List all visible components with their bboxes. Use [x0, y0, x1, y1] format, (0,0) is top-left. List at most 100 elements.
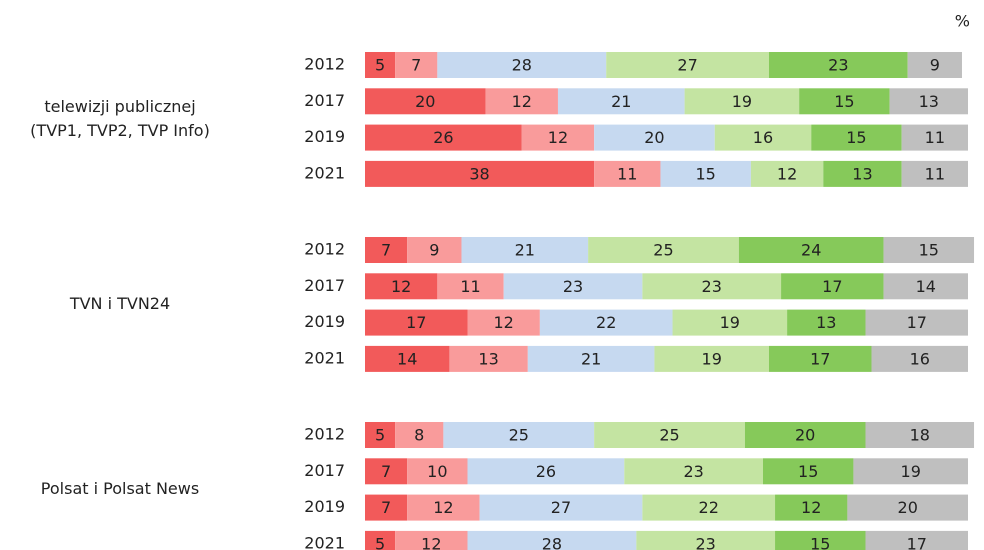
bar-segment [395, 530, 468, 550]
value-label: 15 [834, 92, 854, 111]
year-label: 2017 [304, 276, 345, 295]
bar-segment [775, 530, 866, 550]
value-label: 23 [828, 56, 848, 75]
bar-segment [539, 309, 673, 336]
bar-segment [594, 422, 745, 448]
value-label: 38 [469, 164, 489, 183]
bar-segment [479, 494, 643, 521]
bar-segment [823, 160, 902, 187]
value-label: 9 [930, 56, 940, 75]
value-label: 12 [391, 277, 411, 296]
value-label: 7 [381, 498, 391, 517]
bar-segment [365, 88, 486, 115]
value-label: 12 [548, 128, 568, 147]
value-label: 12 [512, 92, 532, 111]
value-label: 23 [696, 534, 716, 550]
bar-segment [672, 309, 788, 336]
bar-segment [467, 309, 540, 336]
value-label: 13 [816, 313, 836, 332]
bar-segment [449, 345, 528, 372]
value-label: 21 [581, 349, 601, 368]
bar-segment [437, 273, 504, 300]
group-label: Polsat i Polsat News [41, 479, 199, 498]
value-label: 20 [795, 426, 815, 445]
bar-segment [744, 422, 866, 448]
value-label: 19 [732, 92, 752, 111]
value-label: 7 [381, 462, 391, 481]
value-label: 27 [677, 56, 697, 75]
year-label: 2017 [304, 461, 345, 480]
bar-segment [365, 458, 408, 485]
value-label: 15 [798, 462, 818, 481]
value-label: 15 [919, 241, 939, 260]
year-label: 2019 [304, 127, 345, 146]
year-label: 2021 [304, 348, 345, 367]
bar-segment [883, 237, 975, 263]
value-label: 16 [910, 349, 930, 368]
value-label: 5 [375, 426, 385, 445]
bar-segment [871, 345, 968, 372]
value-label: 10 [427, 462, 447, 481]
bar-segment [660, 160, 751, 187]
bar-segment [395, 52, 438, 78]
value-label: 11 [617, 164, 637, 183]
bar-segment [407, 458, 468, 485]
bar-segment [889, 88, 968, 115]
year-label: 2019 [304, 497, 345, 516]
value-label: 13 [478, 349, 498, 368]
bar-segment [594, 160, 661, 187]
bar-segment [642, 273, 782, 300]
value-label: 26 [536, 462, 556, 481]
value-label: 19 [702, 349, 722, 368]
value-label: 25 [653, 241, 673, 260]
value-label: 20 [898, 498, 918, 517]
bar-segment [762, 458, 854, 485]
value-label: 17 [907, 534, 927, 550]
value-label: 18 [910, 426, 930, 445]
bar-segment [781, 273, 884, 300]
bar-segment [588, 237, 739, 263]
bar-segment [407, 494, 480, 521]
value-label: 12 [801, 498, 821, 517]
year-label: 2019 [304, 312, 345, 331]
group-label: TVN i TVN24 [69, 294, 170, 313]
value-label: 13 [852, 164, 872, 183]
value-label: 27 [551, 498, 571, 517]
value-label: 12 [494, 313, 514, 332]
bar-segment [811, 124, 902, 151]
value-label: 26 [433, 128, 453, 147]
value-label: 5 [375, 56, 385, 75]
value-label: 25 [659, 426, 679, 445]
value-label: 12 [421, 534, 441, 550]
value-label: 17 [810, 349, 830, 368]
bar-segment [865, 309, 968, 336]
year-label: 2012 [304, 425, 345, 444]
bar-segment [769, 345, 872, 372]
value-label: 11 [925, 164, 945, 183]
value-label: 23 [683, 462, 703, 481]
bar-segment [594, 124, 715, 151]
bar-segment [365, 345, 450, 372]
value-label: 7 [381, 241, 391, 260]
bar-segment [901, 124, 968, 151]
bar-segment [365, 530, 396, 550]
bar-segment [365, 124, 522, 151]
value-label: 12 [777, 164, 797, 183]
bar-segment [738, 237, 884, 263]
value-label: 20 [644, 128, 664, 147]
value-label: 28 [542, 534, 562, 550]
bar-segment [557, 88, 685, 115]
bar-segment [461, 237, 589, 263]
bar-segment [769, 52, 908, 78]
value-label: 17 [406, 313, 426, 332]
bar-segment [365, 273, 438, 300]
unit-label: % [955, 12, 970, 31]
value-label: 23 [702, 277, 722, 296]
bar-segment [467, 530, 637, 550]
value-label: 21 [515, 241, 535, 260]
bar-segment [654, 345, 770, 372]
bar-segment [684, 88, 800, 115]
bar-segment [437, 52, 607, 78]
value-label: 25 [509, 426, 529, 445]
value-label: 24 [801, 241, 821, 260]
